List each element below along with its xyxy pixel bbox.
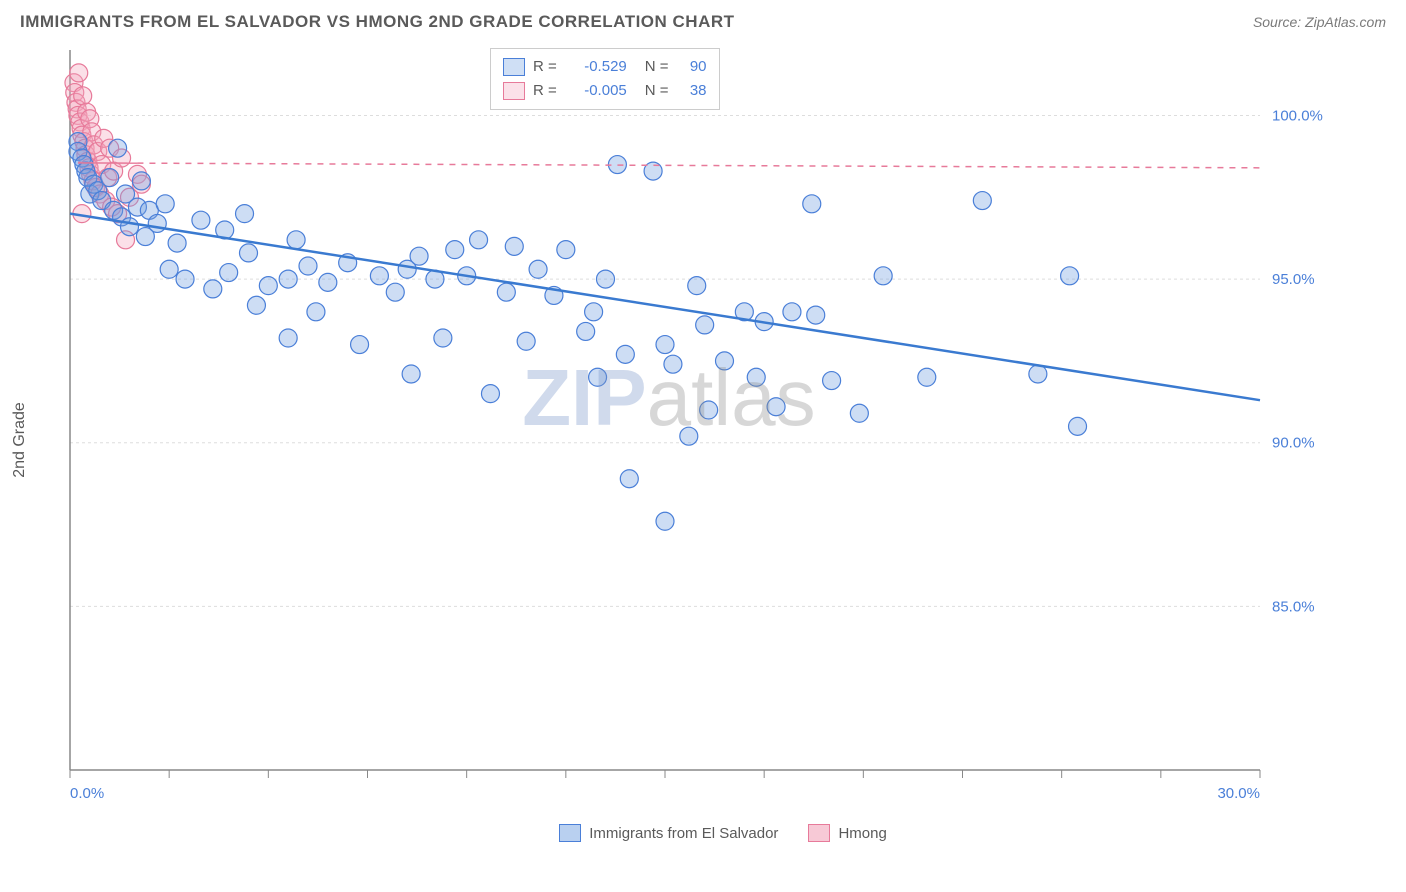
scatter-chart: 85.0% 90.0% 95.0% 100.0% 0.0% 30.0% — [60, 40, 1340, 810]
legend-r-value: -0.005 — [565, 79, 627, 103]
chart-title: IMMIGRANTS FROM EL SALVADOR VS HMONG 2ND… — [20, 12, 735, 32]
legend-r-label: R = — [533, 79, 557, 103]
svg-text:0.0%: 0.0% — [70, 785, 104, 802]
svg-text:95.0%: 95.0% — [1272, 271, 1315, 288]
legend-row: R = -0.529 N = 90 — [503, 55, 707, 79]
legend-row: R = -0.005 N = 38 — [503, 79, 707, 103]
chart-area: 2nd Grade 85.0%90.0%95.0%100.0%0.0%30.0%… — [60, 40, 1386, 840]
legend-label: Hmong — [838, 825, 886, 842]
legend-r-value: -0.529 — [565, 55, 627, 79]
legend-swatch — [559, 824, 581, 842]
series-legend: Immigrants from El Salvador Hmong — [60, 824, 1386, 842]
svg-text:100.0%: 100.0% — [1272, 107, 1323, 124]
source-label: Source: ZipAtlas.com — [1253, 14, 1386, 30]
legend-item: Hmong — [808, 824, 886, 842]
legend-r-label: R = — [533, 55, 557, 79]
y-axis-label: 2nd Grade — [11, 402, 29, 478]
correlation-legend: R = -0.529 N = 90 R = -0.005 N = 38 — [490, 48, 720, 110]
legend-label: Immigrants from El Salvador — [589, 825, 778, 842]
svg-text:90.0%: 90.0% — [1272, 435, 1315, 452]
legend-n-label: N = — [645, 79, 669, 103]
legend-n-value: 90 — [677, 55, 707, 79]
legend-n-label: N = — [645, 55, 669, 79]
legend-n-value: 38 — [677, 79, 707, 103]
svg-text:30.0%: 30.0% — [1217, 785, 1260, 802]
legend-swatch — [503, 58, 525, 76]
legend-item: Immigrants from El Salvador — [559, 824, 778, 842]
legend-swatch — [808, 824, 830, 842]
legend-swatch — [503, 82, 525, 100]
svg-text:85.0%: 85.0% — [1272, 598, 1315, 615]
